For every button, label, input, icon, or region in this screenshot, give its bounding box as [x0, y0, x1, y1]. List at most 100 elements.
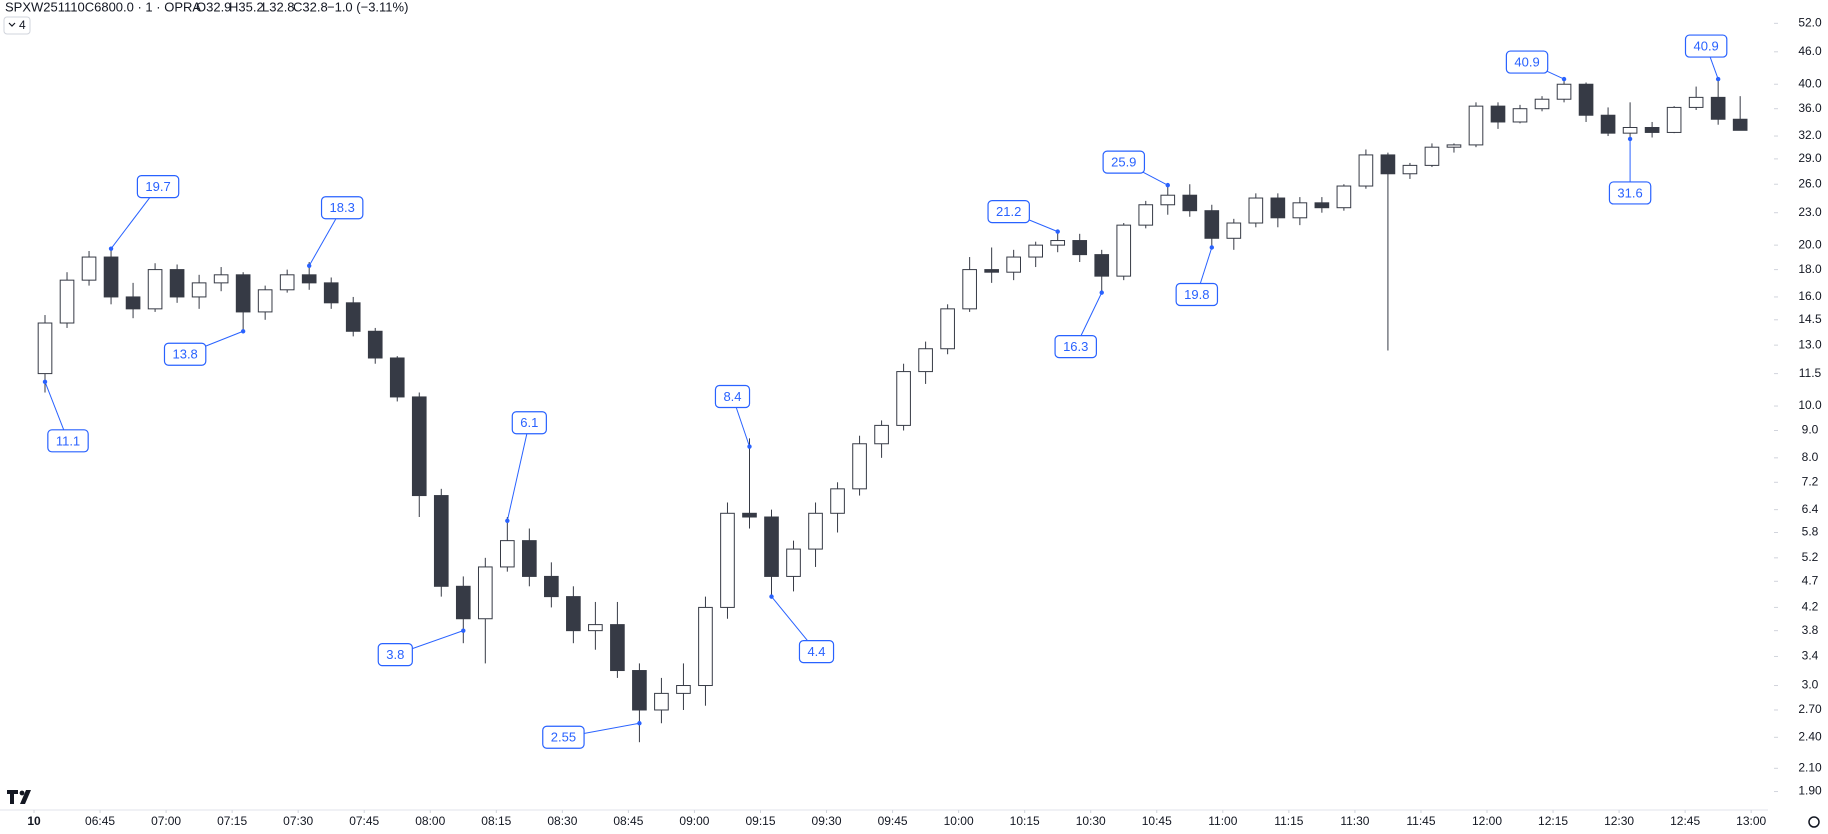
candle [1006, 249, 1021, 281]
candle [610, 601, 625, 678]
candle [940, 304, 955, 355]
x-tick-label: 13:00 [1736, 814, 1766, 828]
candle-body [566, 596, 581, 632]
candle-body [1578, 83, 1594, 116]
annotation-label: 25.9 [1111, 155, 1136, 170]
annotation-label: 16.3 [1063, 339, 1088, 354]
candle-body [1666, 106, 1682, 133]
candle [698, 596, 713, 706]
candle [984, 247, 999, 283]
candle [588, 601, 603, 650]
x-tick-label: 08:45 [613, 814, 643, 828]
candle-body [1226, 222, 1242, 239]
candle-body [1490, 105, 1506, 123]
settings-button[interactable] [1808, 816, 1820, 828]
settings-icon[interactable] [1808, 816, 1820, 828]
candle [544, 562, 559, 608]
candle [1710, 77, 1726, 125]
ohlc-close: C32.8 [293, 0, 328, 14]
candle [1468, 102, 1484, 148]
candle [808, 502, 823, 567]
candle [103, 248, 119, 305]
candle [566, 586, 581, 644]
y-tick-label: 40.0 [1798, 76, 1822, 90]
annotation-point [108, 246, 114, 251]
candle [896, 363, 911, 431]
x-tick-label: 07:00 [151, 814, 181, 828]
candle-body [1600, 114, 1616, 134]
annotation-box [1175, 282, 1219, 307]
annotation: 40.9 [1684, 34, 1728, 82]
x-tick-label: 07:45 [349, 814, 379, 828]
annotation: 13.8 [163, 329, 246, 366]
x-tick-label: 12:00 [1472, 814, 1502, 828]
toggle-box[interactable] [3, 16, 31, 35]
annotation-point [42, 379, 48, 385]
y-tick-label: 14.5 [1798, 312, 1822, 326]
candle-body [1468, 105, 1484, 146]
y-tick-label: 6.4 [1802, 502, 1819, 516]
candle [213, 267, 229, 292]
annotation-point [1099, 290, 1104, 295]
candle [1556, 78, 1572, 103]
candle [1270, 193, 1286, 228]
y-tick-label: 8.0 [1802, 450, 1819, 464]
candle-body [1622, 126, 1638, 134]
annotation-label: 40.9 [1514, 55, 1539, 70]
annotation-box [511, 411, 547, 435]
candle [411, 392, 427, 518]
annotation-box [1608, 181, 1652, 205]
y-tick-label: 18.0 [1798, 262, 1822, 276]
x-tick-label: 10 [27, 814, 41, 828]
candle [1336, 184, 1352, 211]
x-tick-label: 11:00 [1208, 814, 1237, 828]
indicator-toggle[interactable]: 4 [3, 16, 31, 35]
candle-body [1248, 197, 1264, 224]
annotation-label: 19.8 [1184, 287, 1209, 302]
candle-body [1028, 244, 1044, 258]
x-tick-label: 12:45 [1670, 814, 1700, 828]
y-tick-label: 3.0 [1802, 678, 1819, 692]
annotation-point [240, 329, 246, 334]
candle [1248, 193, 1264, 228]
annotation: 11.1 [42, 379, 89, 453]
x-tick-label: 06:45 [85, 814, 115, 828]
annotation-box [1102, 150, 1146, 174]
candle-body [786, 548, 801, 577]
candle-body [962, 269, 977, 310]
ohlc-open: O32.9 [196, 0, 231, 14]
candle-body [411, 396, 427, 497]
candle-body [301, 274, 317, 284]
x-tick-label: 09:00 [679, 814, 709, 828]
candle-body [1336, 185, 1352, 209]
annotation-box [542, 725, 585, 749]
x-tick-label: 10:15 [1010, 814, 1040, 828]
annotation: 31.6 [1608, 136, 1652, 205]
annotation-point [1055, 229, 1060, 234]
candle [477, 557, 493, 664]
candle [81, 251, 97, 286]
y-tick-label: 10.0 [1798, 398, 1822, 412]
annotation: 19.7 [108, 175, 180, 251]
candle-body [1050, 240, 1066, 246]
candle [1072, 233, 1088, 262]
candle [830, 482, 845, 533]
candle [1424, 143, 1440, 168]
candle [852, 435, 867, 496]
candle-body [191, 282, 207, 298]
ohlc-change: −1.0 (−3.11%) [327, 0, 408, 14]
candle [632, 663, 647, 743]
x-tick-label: 07:30 [283, 814, 313, 828]
y-tick-label: 13.0 [1798, 337, 1822, 351]
candle [59, 272, 75, 328]
candle-body [1644, 126, 1660, 133]
candle-body [345, 302, 361, 332]
candle-body [1534, 98, 1550, 110]
y-tick-label: 4.7 [1802, 573, 1819, 587]
annotation-point [306, 263, 312, 268]
annotation-box [136, 175, 180, 199]
candle-body [676, 685, 691, 694]
candle-body [1380, 154, 1396, 175]
candle [1534, 96, 1550, 112]
candle [1732, 96, 1748, 131]
